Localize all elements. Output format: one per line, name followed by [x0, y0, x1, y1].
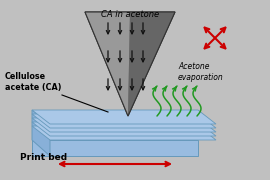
Polygon shape: [32, 114, 216, 128]
Polygon shape: [32, 110, 216, 124]
Text: Cellulose
acetate (CA): Cellulose acetate (CA): [5, 72, 62, 92]
Polygon shape: [32, 126, 216, 140]
Polygon shape: [32, 110, 50, 156]
Polygon shape: [128, 12, 175, 116]
Polygon shape: [85, 12, 175, 116]
Polygon shape: [85, 12, 130, 116]
Polygon shape: [32, 122, 216, 136]
Text: Print bed: Print bed: [20, 154, 67, 163]
Text: CA in acetone: CA in acetone: [101, 10, 159, 19]
Polygon shape: [32, 118, 216, 132]
Text: Acetone
evaporation: Acetone evaporation: [178, 62, 224, 82]
Polygon shape: [32, 140, 198, 156]
